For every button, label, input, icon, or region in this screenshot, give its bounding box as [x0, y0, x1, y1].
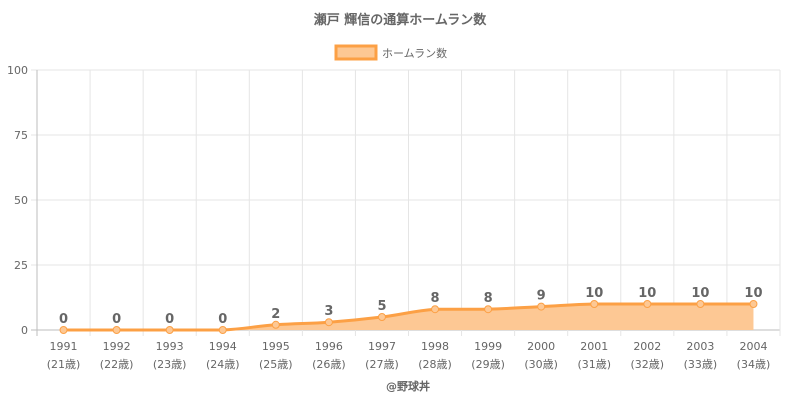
y-tick-label: 50: [14, 194, 28, 207]
data-label: 0: [165, 312, 174, 327]
data-label: 9: [537, 289, 546, 304]
x-tick-label: 1993: [156, 340, 184, 353]
data-point[interactable]: [643, 300, 652, 308]
x-tick-age-label: (30歳): [524, 358, 558, 371]
x-tick-label: 2004: [739, 340, 767, 353]
data-label: 10: [691, 286, 709, 301]
x-tick-label: 2003: [686, 340, 714, 353]
x-tick-label: 1995: [262, 340, 290, 353]
chart-title: 瀬戸 輝信の通算ホームラン数: [314, 12, 487, 28]
data-point[interactable]: [749, 300, 758, 308]
x-tick-age-label: (32歳): [631, 358, 665, 371]
series-area: [63, 304, 754, 330]
data-label: 3: [324, 304, 333, 319]
legend-swatch: [334, 44, 378, 61]
series-line: [63, 302, 754, 332]
grid: [31, 69, 781, 336]
x-tick-label: 2002: [633, 340, 661, 353]
data-label: 2: [271, 307, 280, 322]
x-tick-label: 1994: [209, 340, 237, 353]
data-point[interactable]: [484, 305, 493, 314]
data-point[interactable]: [431, 305, 440, 314]
y-tick-label: 0: [21, 324, 28, 337]
data-label: 0: [112, 312, 121, 327]
data-point[interactable]: [696, 300, 705, 308]
data-label: 10: [744, 286, 762, 301]
x-tick-label: 1991: [50, 340, 78, 353]
x-tick-label: 1999: [474, 340, 502, 353]
data-label: 10: [585, 286, 603, 301]
x-tick-label: 1998: [421, 340, 449, 353]
y-tick-label: 25: [14, 259, 28, 272]
data-label: 8: [484, 291, 493, 306]
credit-text: @野球丼: [386, 379, 430, 393]
x-tick-age-label: (22歳): [100, 358, 134, 371]
data-point[interactable]: [218, 326, 227, 334]
data-label: 5: [377, 299, 386, 314]
x-tick-age-label: (25歳): [259, 358, 293, 371]
data-point[interactable]: [59, 326, 68, 334]
data-label: 10: [638, 286, 656, 301]
x-tick-age-label: (31歳): [577, 358, 611, 371]
data-point[interactable]: [112, 326, 121, 334]
x-tick-age-label: (27歳): [365, 358, 399, 371]
series: [59, 300, 758, 334]
data-labels: 0 0 0 0 2 3 5 8 8 9 10 10 10 10: [59, 286, 762, 327]
x-tick-age-label: (24歳): [206, 358, 240, 371]
x-tick-label: 1997: [368, 340, 396, 353]
data-point[interactable]: [377, 313, 386, 321]
x-tick-label: 2000: [527, 340, 555, 353]
data-label: 0: [59, 312, 68, 327]
data-point[interactable]: [324, 318, 333, 327]
data-point[interactable]: [271, 320, 280, 329]
x-tick-age-label: (21歳): [47, 358, 81, 371]
x-tick-age-label: (29歳): [471, 358, 505, 371]
legend[interactable]: ホームラン数: [334, 44, 447, 61]
x-tick-label: 1992: [103, 340, 131, 353]
x-tick-label: 2001: [580, 340, 608, 353]
x-tick-age-label: (26歳): [312, 358, 346, 371]
x-tick-age-label: (33歳): [684, 358, 718, 371]
data-label: 8: [431, 291, 440, 306]
y-tick-label: 75: [14, 129, 28, 142]
x-tick-age-label: (28歳): [418, 358, 452, 371]
x-tick-age-label: (23歳): [153, 358, 187, 371]
x-axis: 1991 (21歳) 1992 (22歳) 1993 (23歳) 1994 (24歳) 1995…: [47, 340, 771, 371]
data-point[interactable]: [590, 300, 599, 308]
data-point[interactable]: [165, 326, 174, 334]
y-tick-label: 100: [7, 64, 28, 77]
x-tick-label: 1996: [315, 340, 343, 353]
y-axis: 0 25 50 75 100: [7, 64, 28, 337]
data-point[interactable]: [537, 302, 546, 311]
legend-label: ホームラン数: [382, 47, 447, 60]
data-label: 0: [218, 312, 227, 327]
x-tick-age-label: (34歳): [737, 358, 771, 371]
